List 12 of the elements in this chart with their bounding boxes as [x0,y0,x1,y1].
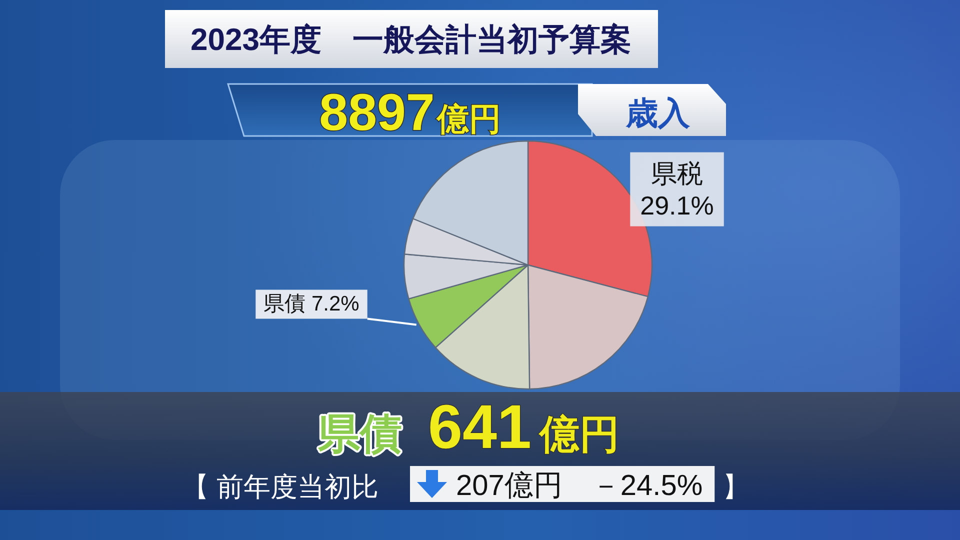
slice-label: 県税 [651,158,704,188]
title: 2023年度 一般会計当初予算案 [190,22,632,57]
text: 】 [722,472,750,502]
text: 歳入 [625,95,691,131]
data-label: 県税 29.1% [630,152,724,226]
data-label: 県債 7.2% [256,290,368,319]
text: 641億円 [428,393,620,462]
text: 【 前年度当初比 [182,472,379,502]
text: 207億円 －24.5% [456,470,703,502]
slice-label: 県債 [317,410,402,457]
data-label: 29.1% [640,190,714,220]
text: 8897億円 [319,84,501,142]
